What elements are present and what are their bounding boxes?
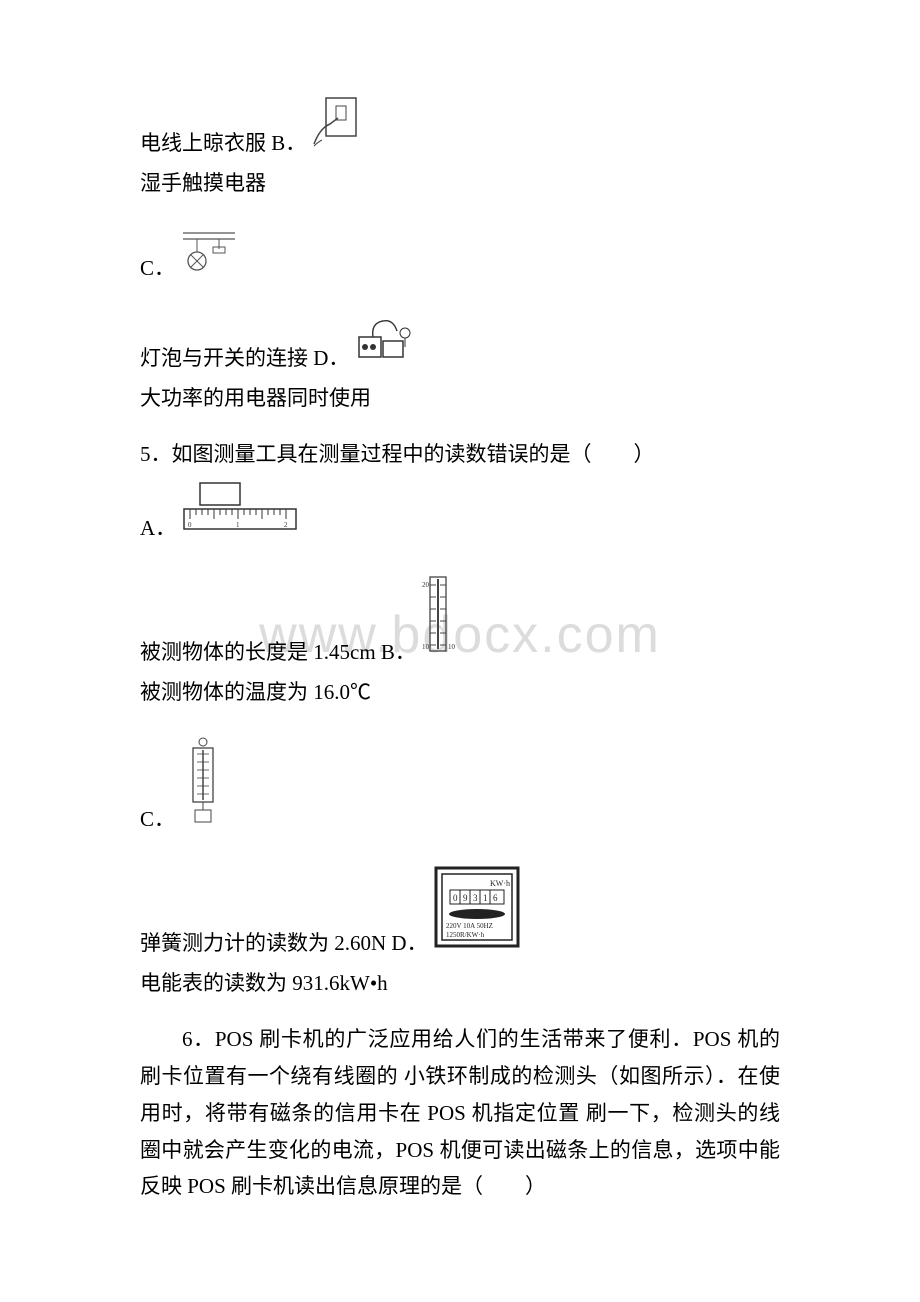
q5-option-a-prefix: A． — [140, 511, 176, 547]
q4-option-b-line: 湿手触摸电器 — [140, 166, 780, 202]
q4-option-c-prefix: C． — [140, 251, 175, 287]
q5-option-c-prefix: C． — [140, 802, 175, 838]
q4-option-c-text: 灯泡与开关的连接 D． — [140, 341, 349, 377]
svg-text:3: 3 — [473, 893, 478, 903]
q4-option-b-text: 湿手触摸电器 — [140, 166, 266, 202]
q4-option-d-text: 大功率的用电器同时使用 — [140, 381, 371, 417]
q5-option-b-line: 被测物体的温度为 16.0℃ — [140, 675, 780, 711]
svg-text:1: 1 — [483, 893, 488, 903]
q5-option-a-text-line: 被测物体的长度是 1.45cm B． 20 10 — [140, 573, 780, 671]
q4-option-d-line: 大功率的用电器同时使用 — [140, 381, 780, 417]
svg-text:9: 9 — [463, 893, 468, 903]
appliances-icon — [353, 313, 423, 377]
hand-switch-icon — [310, 94, 364, 162]
q4-option-a-text: 电线上晾衣服 B． — [140, 126, 306, 162]
q5-stem: 5．如图测量工具在测量过程中的读数错误的是（ ） — [140, 436, 780, 473]
q5-option-d-text: 电能表的读数为 931.6kW•h — [140, 966, 388, 1002]
ruler-icon: 0 1 2 — [180, 479, 300, 547]
document-content: 电线上晾衣服 B． 湿手触摸电器 C． — [140, 94, 780, 1205]
svg-text:20: 20 — [422, 581, 430, 589]
thermometer-icon: 20 10 10 — [420, 573, 456, 671]
spring-scale-icon — [179, 736, 227, 838]
q4-option-a-line: 电线上晾衣服 B． — [140, 94, 780, 162]
q5-option-a-line: A． — [140, 479, 780, 547]
svg-text:6: 6 — [493, 893, 498, 903]
q5-option-c-line: C． — [140, 736, 780, 838]
svg-text:10: 10 — [422, 643, 430, 651]
meter-rate: 1250R/KW·h — [446, 931, 485, 939]
q5-option-a-text: 被测物体的长度是 1.45cm B． — [140, 635, 416, 671]
svg-text:1: 1 — [236, 521, 240, 529]
circuit-bulb-icon — [179, 227, 239, 287]
meter-spec: 220V 10A 50HZ — [446, 922, 493, 930]
svg-text:0: 0 — [188, 521, 192, 529]
q5-option-b-text: 被测物体的温度为 16.0℃ — [140, 675, 371, 711]
q5-option-c-text-line: 弹簧测力计的读数为 2.60N D． KW·h 0 9 3 1 6 — [140, 864, 780, 962]
meter-unit: KW·h — [490, 879, 510, 888]
svg-text:0: 0 — [453, 893, 458, 903]
q4-option-c-line: C． — [140, 227, 780, 287]
q6-paragraph: 6．POS 刷卡机的广泛应用给人们的生活带来了便利．POS 机的刷卡位置有一个绕… — [140, 1021, 780, 1205]
svg-text:10: 10 — [448, 643, 456, 651]
svg-text:2: 2 — [284, 521, 288, 529]
q4-option-c-text-line: 灯泡与开关的连接 D． — [140, 313, 780, 377]
q5-option-d-line: 电能表的读数为 931.6kW•h — [140, 966, 780, 1002]
energy-meter-icon: KW·h 0 9 3 1 6 220V 10A 50HZ 1250R/KW·h — [432, 864, 522, 962]
q5-option-c-text: 弹簧测力计的读数为 2.60N D． — [140, 926, 428, 962]
